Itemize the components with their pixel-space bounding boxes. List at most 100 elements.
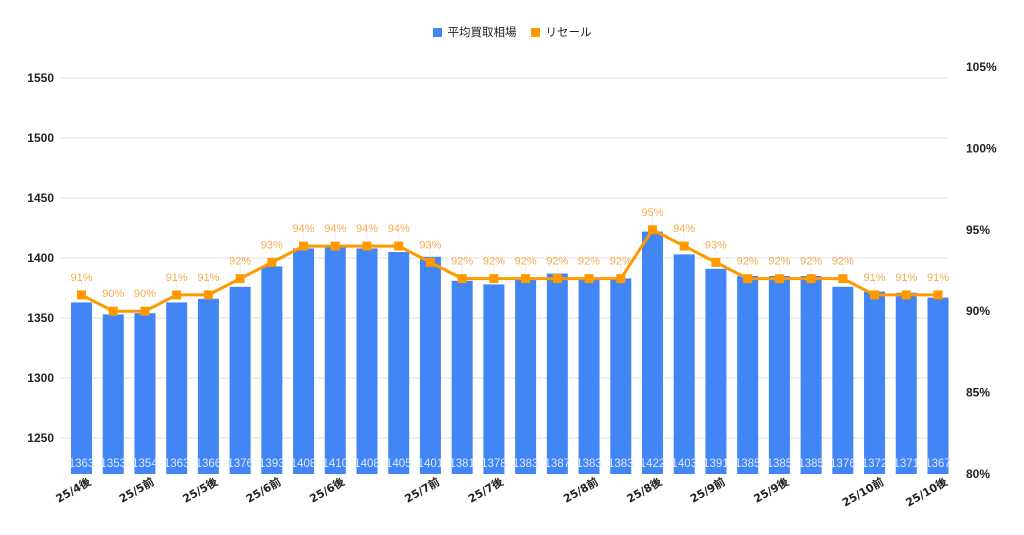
resale-value-label: 94% [356, 223, 378, 235]
resale-point-marker-icon[interactable] [901, 290, 911, 300]
resale-value-label: 91% [927, 272, 949, 284]
resale-value-label: 91% [864, 272, 886, 284]
right-axis-tick: 85% [966, 386, 990, 400]
bar[interactable] [578, 278, 600, 474]
bar-value-label: 1391 [703, 458, 729, 470]
resale-point-marker-icon[interactable] [362, 241, 372, 251]
bar-value-label: 1403 [671, 458, 697, 470]
bar[interactable] [895, 292, 917, 474]
bar-value-label: 1385 [735, 458, 761, 470]
bar-value-label: 1410 [322, 458, 348, 470]
bar-value-label: 1385 [767, 458, 793, 470]
resale-value-label: 92% [546, 256, 568, 268]
bar[interactable] [800, 276, 822, 474]
resale-value-label: 91% [895, 272, 917, 284]
x-axis-category-label: 25/9前 [688, 474, 728, 505]
bar-value-label: 1405 [386, 458, 412, 470]
resale-point-marker-icon[interactable] [584, 274, 594, 284]
resale-value-label: 94% [388, 223, 410, 235]
bar[interactable] [229, 286, 251, 474]
bar[interactable] [768, 276, 790, 474]
bar[interactable] [864, 291, 886, 474]
resale-point-marker-icon[interactable] [489, 274, 499, 284]
bar-value-label: 1383 [513, 458, 539, 470]
bar[interactable] [293, 248, 315, 474]
x-axis-category-label: 25/6後 [307, 474, 348, 506]
resale-point-marker-icon[interactable] [806, 274, 816, 284]
resale-point-marker-icon[interactable] [870, 290, 880, 300]
resale-point-marker-icon[interactable] [648, 225, 657, 235]
bar-value-label: 1385 [798, 458, 824, 470]
resale-value-label: 92% [515, 256, 537, 268]
bar[interactable] [546, 273, 568, 474]
resale-point-marker-icon[interactable] [77, 290, 86, 300]
bar[interactable] [610, 278, 632, 474]
bar[interactable] [705, 268, 727, 474]
resale-value-label: 94% [673, 223, 695, 235]
left-axis-tick: 1450 [27, 191, 54, 205]
bar-value-label: 1383 [576, 458, 602, 470]
legend-item-resale[interactable]: リセール [530, 24, 592, 40]
resale-point-marker-icon[interactable] [203, 290, 213, 300]
legend-label-average-buyback: 平均買取相場 [447, 25, 517, 39]
bar[interactable] [483, 284, 505, 474]
resale-point-marker-icon[interactable] [140, 306, 150, 316]
bar[interactable] [134, 313, 156, 474]
bar[interactable] [356, 248, 378, 474]
bar[interactable] [324, 246, 346, 474]
bar-value-label: 1376 [830, 458, 856, 470]
bar[interactable] [71, 302, 92, 474]
resale-point-marker-icon[interactable] [679, 241, 689, 251]
resale-point-marker-icon[interactable] [235, 274, 245, 284]
bar[interactable] [737, 276, 759, 474]
x-axis-category-label: 25/7前 [402, 474, 442, 505]
resale-value-label: 94% [293, 223, 315, 235]
legend-label-resale: リセール [545, 25, 592, 39]
resale-point-marker-icon[interactable] [267, 257, 277, 267]
resale-value-label: 92% [610, 256, 632, 268]
bar[interactable] [166, 302, 188, 474]
bar[interactable] [832, 286, 854, 474]
bar-value-label: 1422 [640, 458, 666, 470]
bar-value-label: 1381 [449, 458, 475, 470]
bar[interactable] [197, 298, 219, 474]
resale-point-marker-icon[interactable] [743, 274, 753, 284]
bar[interactable] [102, 314, 124, 474]
bar[interactable] [451, 280, 473, 474]
resale-point-marker-icon[interactable] [552, 274, 562, 284]
resale-point-marker-icon[interactable] [108, 306, 118, 316]
right-axis-tick: 105% [966, 60, 997, 74]
legend-item-average-buyback[interactable]: 平均買取相場 [432, 24, 517, 40]
resale-point-marker-icon[interactable] [521, 274, 531, 284]
x-axis-category-label: 25/9後 [751, 474, 792, 506]
resale-point-marker-icon[interactable] [616, 274, 626, 284]
resale-point-marker-icon[interactable] [838, 274, 848, 284]
bar[interactable] [419, 256, 441, 474]
x-axis-category-label: 25/5前 [117, 474, 157, 505]
bar[interactable] [642, 231, 663, 474]
resale-point-marker-icon[interactable] [330, 241, 340, 251]
resale-point-marker-icon[interactable] [457, 274, 467, 284]
resale-point-marker-icon[interactable] [711, 257, 721, 267]
resale-point-marker-icon[interactable] [425, 257, 435, 267]
resale-point-marker-icon[interactable] [172, 290, 182, 300]
bar[interactable] [515, 278, 537, 474]
resale-point-marker-icon[interactable] [933, 290, 943, 300]
resale-point-marker-icon[interactable] [299, 241, 309, 251]
x-axis-category-label: 25/5後 [180, 474, 221, 506]
bar-value-label: 1363 [69, 458, 95, 470]
resale-value-label: 92% [483, 256, 505, 268]
bar-value-label: 1376 [227, 458, 253, 470]
left-axis-tick: 1350 [27, 311, 54, 325]
resale-value-label: 92% [832, 256, 854, 268]
left-axis-tick: 1300 [27, 371, 54, 385]
bar[interactable] [261, 266, 283, 474]
bar[interactable] [673, 254, 695, 474]
bar-value-label: 1363 [164, 458, 190, 470]
resale-point-marker-icon[interactable] [394, 241, 404, 251]
bar-series-swatch-icon [432, 27, 442, 37]
bar-value-label: 1383 [608, 458, 634, 470]
bar[interactable] [927, 297, 949, 474]
resale-point-marker-icon[interactable] [774, 274, 784, 284]
bar[interactable] [388, 252, 410, 474]
